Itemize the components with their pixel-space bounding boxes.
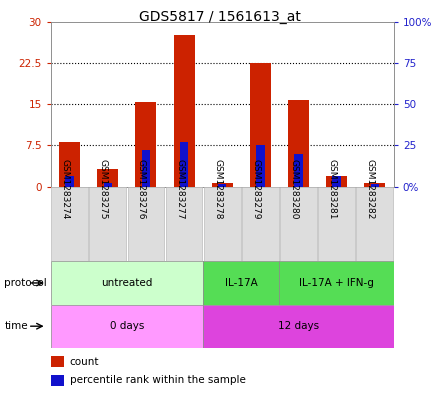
- Text: GSM1283275: GSM1283275: [99, 160, 108, 220]
- Text: IL-17A + IFN-g: IL-17A + IFN-g: [299, 278, 374, 288]
- Bar: [51, 261, 203, 305]
- Text: GSM1283281: GSM1283281: [328, 160, 337, 220]
- Text: IL-17A: IL-17A: [225, 278, 258, 288]
- Text: GSM1283279: GSM1283279: [251, 160, 260, 220]
- Bar: [204, 187, 241, 261]
- Text: untreated: untreated: [101, 278, 153, 288]
- Bar: [103, 184, 112, 187]
- Bar: [364, 184, 385, 187]
- Bar: [203, 305, 394, 348]
- Text: count: count: [70, 357, 99, 367]
- Bar: [326, 176, 347, 187]
- Text: time: time: [4, 321, 28, 331]
- Bar: [356, 187, 393, 261]
- Text: GSM1283282: GSM1283282: [366, 160, 375, 220]
- Bar: [51, 356, 64, 367]
- Text: GDS5817 / 1561613_at: GDS5817 / 1561613_at: [139, 10, 301, 24]
- Bar: [279, 261, 394, 305]
- Text: 0 days: 0 days: [110, 321, 144, 331]
- Text: 12 days: 12 days: [278, 321, 319, 331]
- Bar: [318, 187, 355, 261]
- Text: GSM1283278: GSM1283278: [213, 160, 222, 220]
- Bar: [242, 187, 279, 261]
- Bar: [51, 375, 64, 386]
- Bar: [203, 261, 279, 305]
- Bar: [142, 151, 150, 187]
- Text: percentile rank within the sample: percentile rank within the sample: [70, 375, 246, 386]
- Bar: [51, 305, 203, 348]
- Text: GSM1283277: GSM1283277: [175, 160, 184, 220]
- Bar: [166, 187, 202, 261]
- Bar: [59, 141, 80, 187]
- Bar: [136, 103, 157, 187]
- Bar: [51, 187, 88, 261]
- Bar: [250, 63, 271, 187]
- Text: GSM1283276: GSM1283276: [137, 160, 146, 220]
- Bar: [280, 187, 317, 261]
- Text: GSM1283280: GSM1283280: [290, 160, 298, 220]
- Bar: [332, 176, 341, 187]
- Bar: [66, 176, 74, 187]
- Bar: [174, 35, 194, 187]
- Bar: [212, 184, 233, 187]
- Bar: [288, 100, 309, 187]
- Bar: [218, 184, 227, 187]
- Text: GSM1283274: GSM1283274: [61, 160, 70, 220]
- Bar: [294, 154, 303, 187]
- Bar: [97, 169, 118, 187]
- Bar: [89, 187, 126, 261]
- Bar: [370, 184, 379, 187]
- Bar: [128, 187, 164, 261]
- Bar: [256, 145, 264, 187]
- Bar: [180, 142, 188, 187]
- Text: protocol: protocol: [4, 278, 47, 288]
